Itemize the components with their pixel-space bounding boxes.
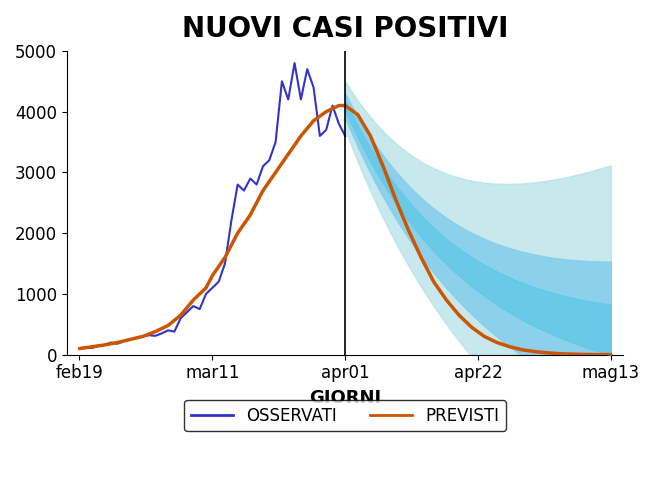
Title: NUOVI CASI POSITIVI: NUOVI CASI POSITIVI [182, 15, 508, 43]
Legend: OSSERVATI, PREVISTI: OSSERVATI, PREVISTI [184, 400, 506, 431]
X-axis label: GIORNI: GIORNI [309, 389, 381, 407]
